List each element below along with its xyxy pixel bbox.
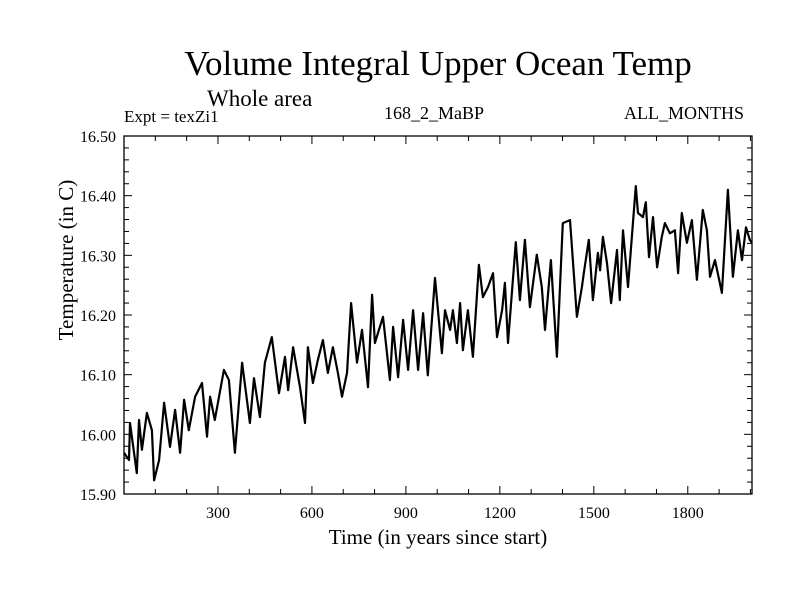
y-tick-label: 16.20 — [80, 308, 116, 325]
plot-frame — [123, 135, 753, 495]
y-tick-label: 16.40 — [80, 189, 116, 206]
chart-title: Volume Integral Upper Ocean Temp — [184, 44, 692, 83]
period-label: 168_2_MaBP — [384, 103, 485, 123]
experiment-label: Expt = texZi1 — [124, 107, 219, 126]
series-line — [123, 185, 753, 482]
y-tick-label: 16.50 — [80, 129, 116, 146]
x-axis-label: Time (in years since start) — [328, 525, 548, 549]
x-tick-label: 600 — [300, 505, 324, 522]
y-tick-label: 16.30 — [80, 248, 116, 265]
y-tick-label: 16.10 — [80, 368, 116, 385]
chart-subtitle: Whole area — [207, 86, 313, 111]
y-tick-label: 16.00 — [80, 427, 116, 444]
x-tick-label: 900 — [394, 505, 418, 522]
data-series — [123, 185, 753, 482]
axis-ticks — [124, 136, 752, 494]
months-label: ALL_MONTHS — [624, 103, 744, 123]
x-tick-label: 1200 — [484, 505, 516, 522]
x-tick-label: 300 — [206, 505, 230, 522]
y-tick-label: 15.90 — [80, 487, 116, 504]
x-tick-label: 1800 — [672, 505, 704, 522]
axis-tick-labels: 300 600 900 1200 1500 1800 15.90 16.00 16.10 16.2… — [80, 129, 704, 522]
x-tick-label: 1500 — [578, 505, 610, 522]
